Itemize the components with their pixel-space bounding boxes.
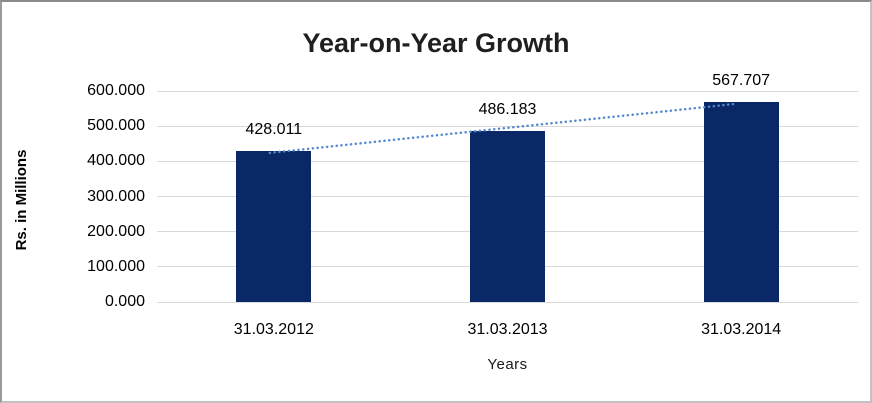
y-tick-label: 0.000 [104, 293, 145, 310]
bar [470, 131, 545, 302]
gridline [157, 90, 858, 92]
chart-title: Year-on-Year Growth [302, 28, 570, 58]
bar [236, 151, 312, 302]
x-axis-title: Years [487, 356, 528, 373]
y-tick-label: 400.000 [87, 152, 145, 170]
y-tick-label: 500.000 [87, 117, 145, 135]
gridline [157, 301, 858, 303]
x-tick-label: 31.03.2014 [701, 321, 782, 338]
y-tick-label: 100.000 [87, 257, 145, 275]
bar-value-label: 486.183 [478, 101, 537, 119]
bar-value-label: 428.011 [245, 121, 303, 139]
bar-value-label: 567.707 [712, 72, 771, 90]
y-tick-label: 300.000 [87, 187, 145, 205]
y-tick-label: 200.000 [87, 222, 145, 240]
bar [703, 102, 779, 302]
x-tick-label: 31.03.2012 [233, 321, 314, 338]
x-tick-label: 31.03.2013 [467, 321, 548, 338]
y-tick-label: 600.000 [87, 82, 145, 99]
